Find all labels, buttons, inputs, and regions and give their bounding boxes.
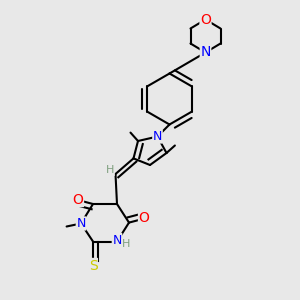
Text: N: N	[153, 130, 162, 143]
Text: H: H	[122, 239, 130, 249]
Text: N: N	[76, 217, 86, 230]
Text: O: O	[200, 13, 211, 26]
Text: H: H	[106, 165, 114, 176]
Text: O: O	[139, 211, 149, 225]
Text: N: N	[200, 46, 211, 59]
Text: N: N	[112, 233, 122, 247]
Text: S: S	[88, 259, 98, 272]
Text: O: O	[73, 193, 83, 206]
